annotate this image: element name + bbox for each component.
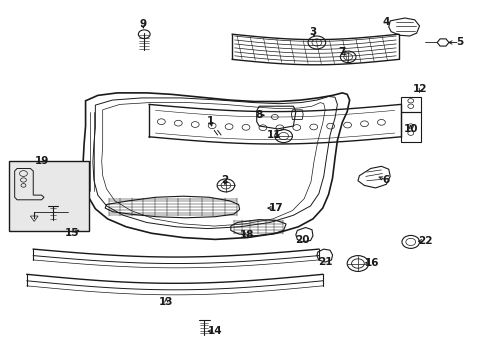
Text: 11: 11 bbox=[266, 130, 281, 140]
FancyBboxPatch shape bbox=[9, 161, 89, 231]
Text: 5: 5 bbox=[455, 37, 462, 48]
Polygon shape bbox=[15, 168, 44, 200]
Text: 20: 20 bbox=[294, 235, 309, 246]
Text: 12: 12 bbox=[412, 84, 427, 94]
Text: 16: 16 bbox=[364, 258, 378, 268]
Text: 8: 8 bbox=[255, 110, 262, 120]
Text: 15: 15 bbox=[65, 228, 80, 238]
Text: 19: 19 bbox=[34, 156, 49, 166]
Text: 10: 10 bbox=[403, 124, 417, 134]
Text: 9: 9 bbox=[139, 19, 146, 30]
Text: 1: 1 bbox=[206, 116, 213, 126]
Text: 21: 21 bbox=[317, 257, 332, 267]
Text: 6: 6 bbox=[382, 175, 389, 185]
Text: 3: 3 bbox=[309, 27, 316, 37]
Text: 14: 14 bbox=[207, 326, 222, 336]
Text: 17: 17 bbox=[268, 203, 283, 213]
Text: 13: 13 bbox=[159, 297, 173, 307]
Text: 4: 4 bbox=[382, 17, 389, 27]
Text: 2: 2 bbox=[221, 175, 228, 185]
Text: 7: 7 bbox=[338, 47, 346, 57]
Text: 22: 22 bbox=[417, 236, 432, 246]
Text: 18: 18 bbox=[239, 230, 254, 240]
